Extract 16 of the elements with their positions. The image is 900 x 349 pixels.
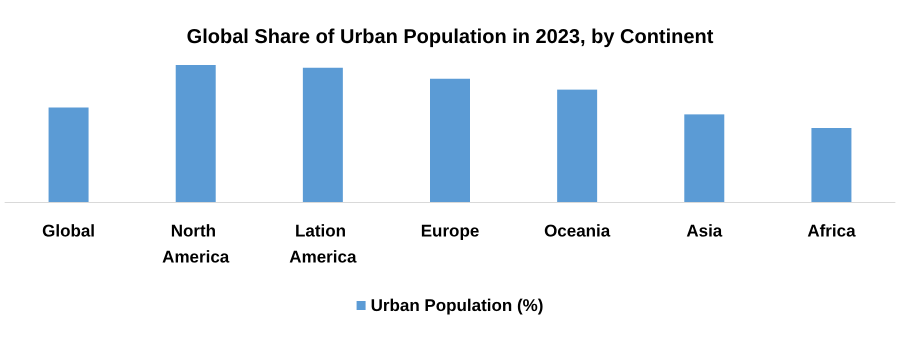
x-tick-label: Africa (807, 222, 856, 240)
bar (302, 68, 343, 202)
x-tick-label: North America (162, 222, 230, 266)
bar (176, 65, 216, 202)
x-tick-label: Oceania (544, 222, 611, 240)
bar (811, 128, 852, 202)
bar (557, 90, 598, 202)
chart-title: Global Share of Urban Population in 2023, by Continent (186, 26, 714, 48)
x-tick-label: Asia (686, 222, 723, 240)
x-tick-label: Lation America (289, 222, 357, 266)
x-tick-label: Europe (420, 222, 480, 240)
bar (430, 78, 470, 202)
x-tick-label: Global (42, 222, 96, 240)
legend-label: Urban Population (%) (370, 296, 544, 315)
bar (684, 114, 724, 202)
bar (48, 107, 89, 202)
